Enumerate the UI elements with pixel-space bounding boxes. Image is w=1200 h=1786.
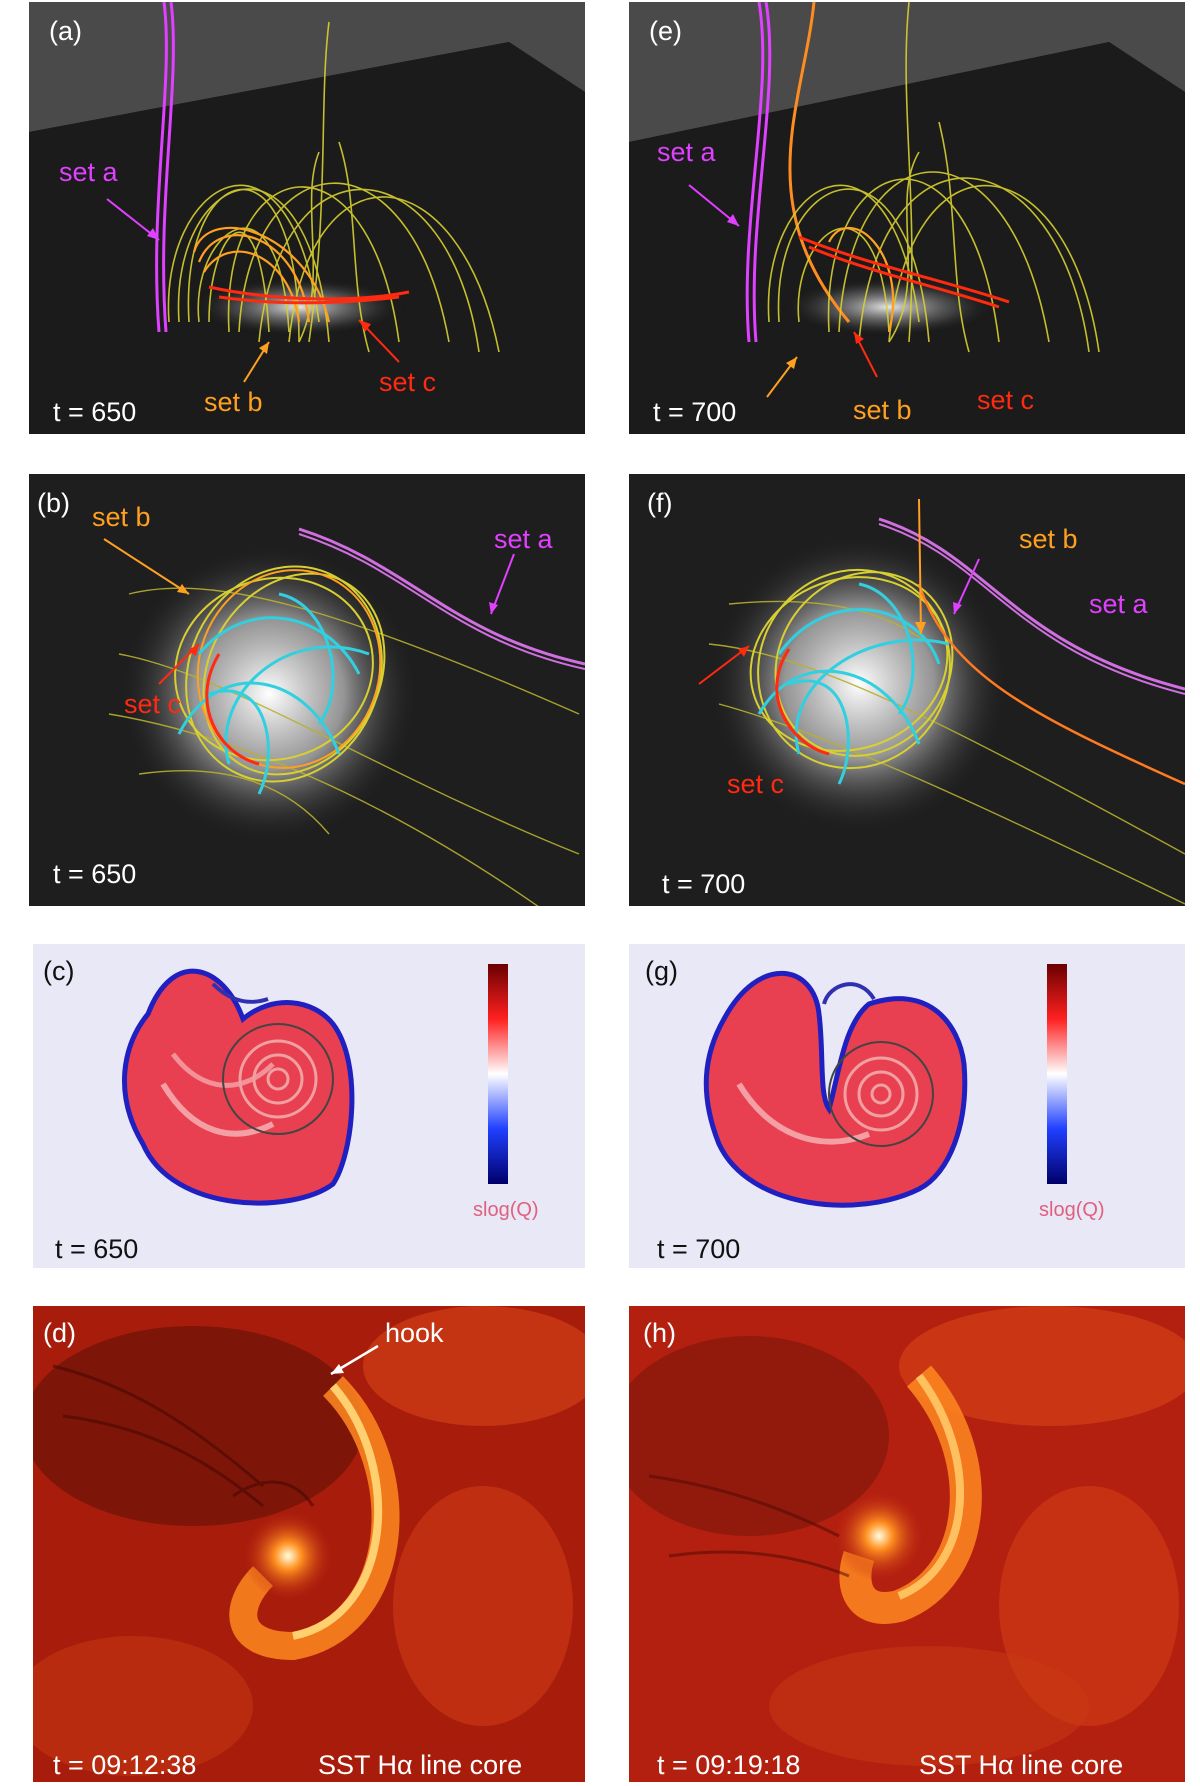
panel-e-set-a: set a: [657, 137, 716, 167]
panel-c-label: (c): [43, 956, 75, 986]
panel-b-render: [103, 527, 585, 906]
panel-e-set-b: set b: [853, 395, 912, 425]
panel-g: (g) slog(Q) t = 700: [629, 944, 1185, 1268]
panel-g-time: t = 700: [657, 1234, 741, 1264]
panel-h-render: [629, 1306, 1185, 1782]
panel-c: (c) slog(Q) t = 650: [33, 944, 585, 1268]
panel-e-render: [629, 2, 1185, 434]
panel-h-label: (h): [643, 1318, 676, 1348]
panel-f-set-a: set a: [1089, 589, 1148, 619]
panel-e-set-c: set c: [977, 385, 1035, 415]
panel-h: (h) t = 09:19:18 SST Hα line core: [629, 1306, 1185, 1782]
panel-b-time: t = 650: [53, 859, 137, 889]
panel-f: (f) set b set a set c t = 700: [629, 474, 1185, 906]
panel-f-set-c: set c: [727, 769, 785, 799]
panel-g-render: [703, 964, 1067, 1208]
panel-f-label: (f): [647, 488, 673, 518]
panel-h-caption: SST Hα line core: [919, 1750, 1124, 1780]
panel-e-label: (e): [649, 16, 682, 46]
panel-f-time: t = 700: [662, 869, 746, 899]
panel-a-set-a: set a: [59, 157, 118, 187]
panel-c-colorbar-label: slog(Q): [473, 1199, 539, 1221]
panel-c-time: t = 650: [55, 1234, 139, 1264]
panel-f-render: [698, 498, 1185, 905]
panel-a-label: (a): [49, 16, 82, 46]
panel-b-set-c: set c: [124, 689, 182, 719]
panel-d-hook-annotation: hook: [385, 1318, 444, 1348]
panel-h-time: t = 09:19:18: [657, 1750, 801, 1780]
panel-b: (b) set b set a set c t = 650: [29, 474, 585, 906]
panel-b-label: (b): [37, 488, 70, 518]
panel-a-time: t = 650: [53, 397, 137, 427]
panel-d-label: (d): [43, 1318, 76, 1348]
panel-b-set-b: set b: [92, 502, 151, 532]
panel-d-time: t = 09:12:38: [53, 1750, 197, 1780]
panel-d-caption: SST Hα line core: [318, 1750, 523, 1780]
panel-a-set-b: set b: [204, 387, 263, 417]
panel-a-set-c: set c: [379, 367, 437, 397]
panel-d-render: [33, 1306, 585, 1782]
panel-b-set-a: set a: [494, 524, 553, 554]
panel-g-colorbar-label: slog(Q): [1039, 1199, 1105, 1221]
panel-c-render: [122, 964, 508, 1206]
panel-a: (a) set a set b set c t = 650: [29, 2, 585, 434]
panel-d: (d) hook t = 09:12:38 SST Hα line core: [33, 1306, 585, 1782]
panel-f-set-b: set b: [1019, 524, 1078, 554]
panel-e: (e) set a set b set c t = 700: [629, 2, 1185, 434]
panel-g-label: (g): [645, 956, 678, 986]
panel-a-render: [29, 2, 585, 434]
panel-e-time: t = 700: [653, 397, 737, 427]
